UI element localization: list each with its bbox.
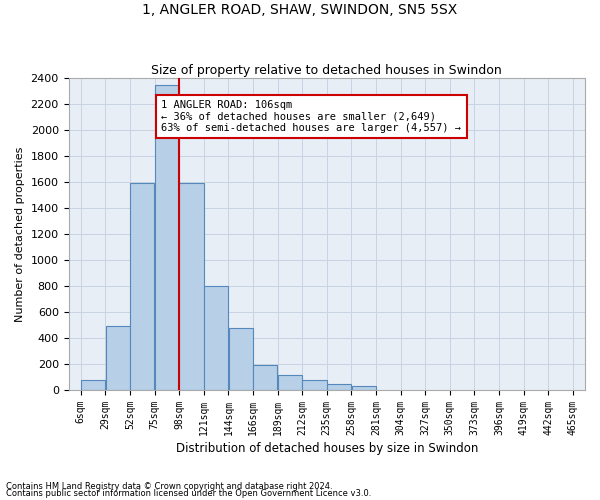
Bar [130,184,154,390]
Bar [81,380,105,390]
Bar [179,184,203,390]
Bar [352,386,376,390]
Text: 1, ANGLER ROAD, SHAW, SWINDON, SN5 5SX: 1, ANGLER ROAD, SHAW, SWINDON, SN5 5SX [142,2,458,16]
Bar [204,286,228,390]
Bar [327,384,351,390]
Bar [229,328,253,390]
Bar [155,84,179,390]
Text: Contains HM Land Registry data © Crown copyright and database right 2024.: Contains HM Land Registry data © Crown c… [6,482,332,491]
X-axis label: Distribution of detached houses by size in Swindon: Distribution of detached houses by size … [176,442,478,455]
Text: Contains public sector information licensed under the Open Government Licence v3: Contains public sector information licen… [6,489,371,498]
Bar [253,366,277,390]
Y-axis label: Number of detached properties: Number of detached properties [15,146,25,322]
Bar [278,375,302,390]
Bar [106,326,130,390]
Text: 1 ANGLER ROAD: 106sqm
← 36% of detached houses are smaller (2,649)
63% of semi-d: 1 ANGLER ROAD: 106sqm ← 36% of detached … [161,100,461,133]
Bar [302,380,326,390]
Title: Size of property relative to detached houses in Swindon: Size of property relative to detached ho… [151,64,502,77]
